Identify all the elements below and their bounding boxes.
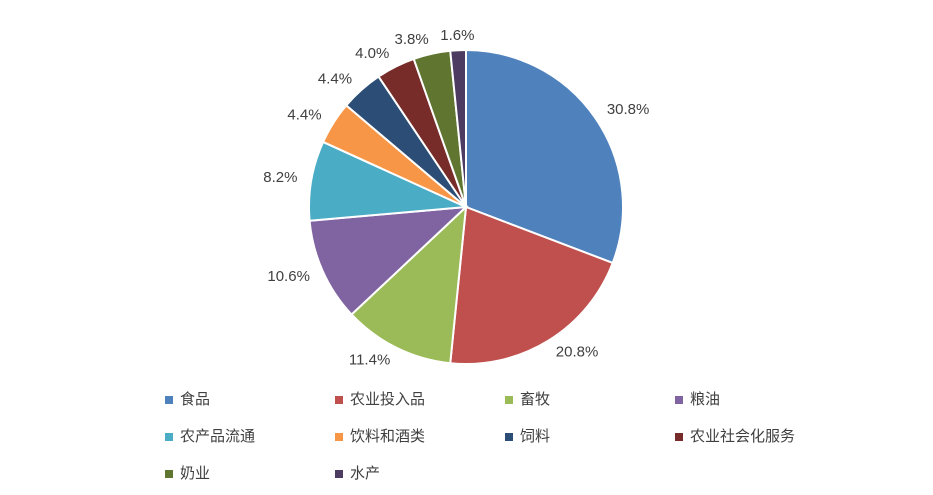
legend-marker [165, 396, 173, 404]
data-label: 10.6% [267, 268, 310, 285]
pie-slice [465, 48, 624, 265]
data-label: 4.4% [287, 106, 321, 123]
pie-slice [449, 205, 614, 365]
data-label: 4.4% [318, 70, 352, 87]
legend-label: 粮油 [690, 391, 720, 408]
legend-marker [335, 470, 343, 478]
pie-slice [308, 205, 469, 316]
legend-marker [165, 470, 173, 478]
legend-label: 食品 [180, 391, 210, 408]
legend-marker [505, 433, 513, 441]
data-label: 20.8% [556, 343, 599, 360]
data-label: 4.0% [355, 45, 389, 62]
legend-marker [505, 396, 513, 404]
legend-marker [675, 396, 683, 404]
legend-label: 奶业 [180, 465, 210, 482]
data-label: 3.8% [394, 31, 428, 48]
data-label: 1.6% [440, 27, 474, 44]
data-label: 11.4% [349, 351, 390, 368]
legend-label: 饮料和酒类 [350, 428, 425, 445]
legend-marker [335, 433, 343, 441]
legend-marker [165, 433, 173, 441]
legend-marker [675, 433, 683, 441]
legend-label: 农业投入品 [350, 391, 425, 408]
legend-marker [335, 396, 343, 404]
legend-label: 农业社会化服务 [690, 428, 795, 445]
data-label: 30.8% [607, 101, 650, 118]
legend-label: 农产品流通 [180, 428, 255, 445]
legend-label: 畜牧 [520, 391, 550, 408]
data-label: 8.2% [263, 169, 297, 186]
pie-slice [449, 48, 467, 208]
legend-label: 饲料 [520, 428, 550, 445]
pie-slice [350, 204, 468, 365]
legend-label: 水产 [350, 465, 380, 482]
